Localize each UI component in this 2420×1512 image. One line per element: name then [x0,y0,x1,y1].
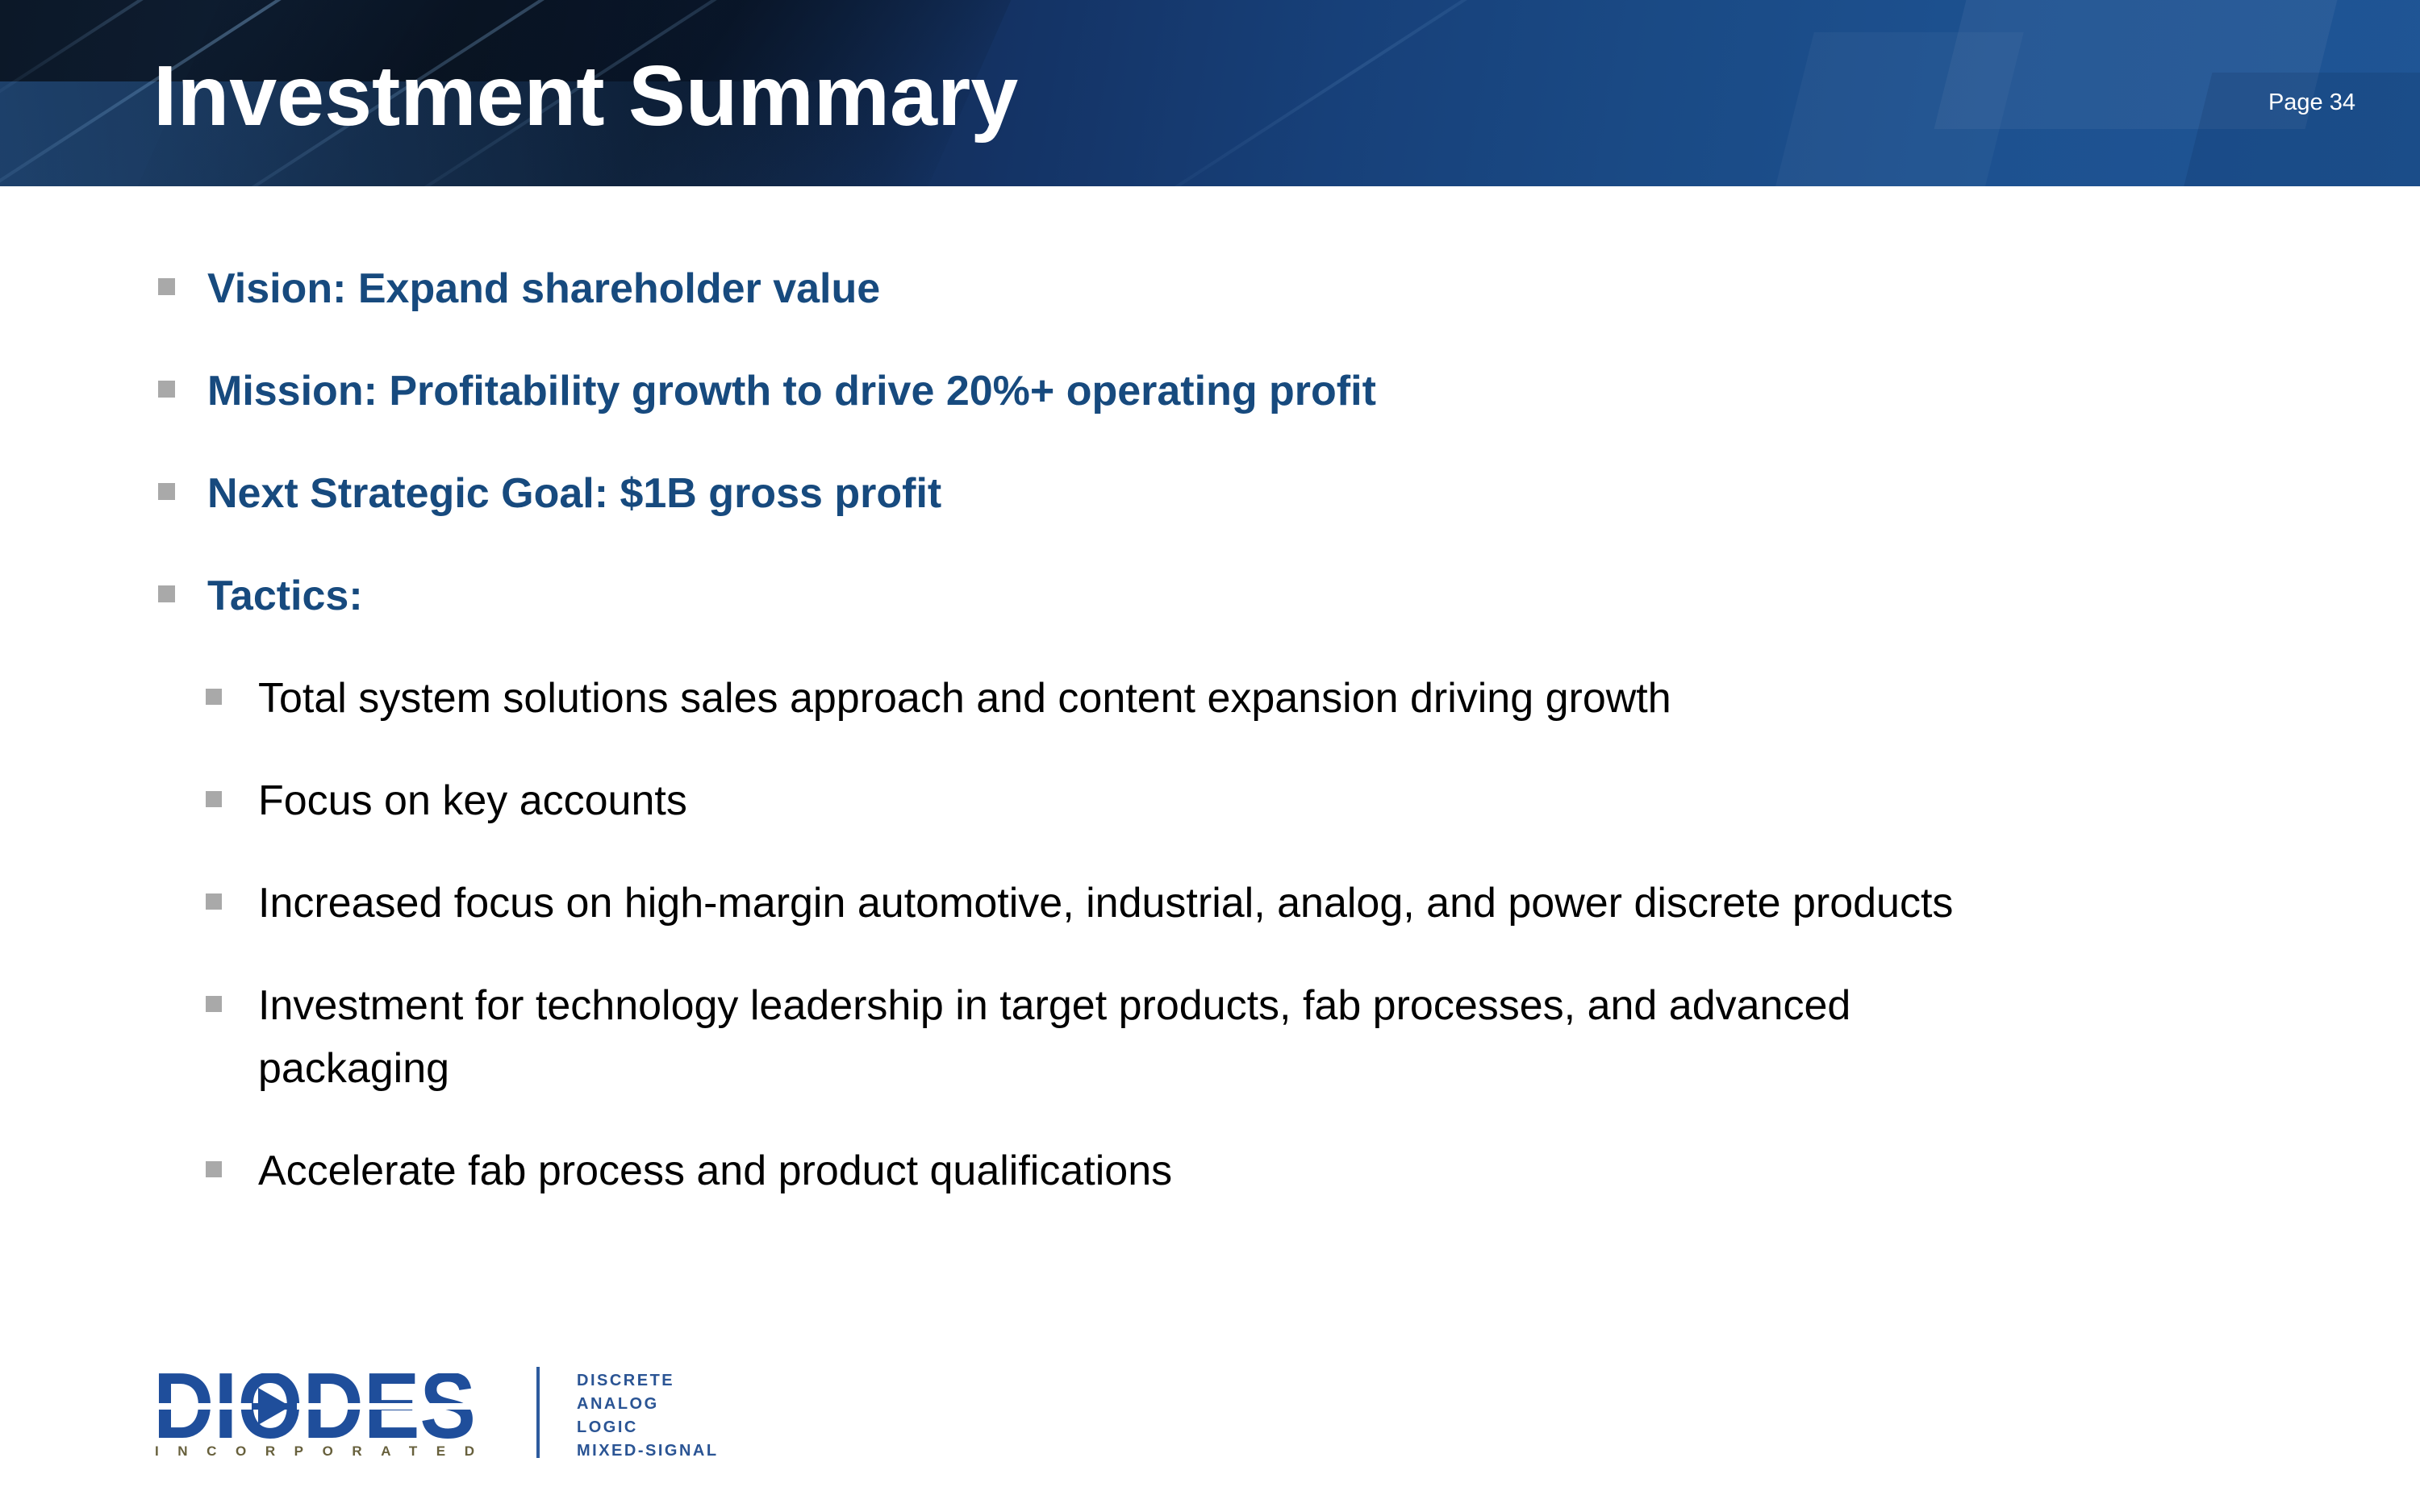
bullet-square-icon [158,585,175,602]
bullet-text: Total system solutions sales approach an… [258,675,1671,722]
slide-body: Vision: Expand shareholder value Mission:… [0,186,1996,1242]
diode-line-cut [153,1403,479,1410]
incorporated-label-svg: INCORPORATED [155,1443,474,1459]
page-number: Page 34 [2268,90,2355,115]
incorporated-label: INCORPORATED [155,1443,474,1459]
bullet-square-icon [206,1161,222,1177]
header-tile-decoration [1767,32,2023,186]
bullet-square-icon [158,381,175,398]
bullet-item: Tactics: [158,564,1996,627]
bullet-square-icon [206,689,222,705]
logo-tagline: DISCRETE ANALOG LOGIC MIXED-SIGNAL [577,1369,719,1463]
sub-bullet-item: Investment for technology leadership in … [206,974,1996,1100]
sub-bullet-item: Total system solutions sales approach an… [206,667,1996,730]
tagline-line: ANALOG [577,1395,659,1413]
bullet-text: Focus on key accounts [258,777,687,824]
bullet-text: Mission: Profitability growth to drive 2… [207,368,1376,414]
bullet-text: Increased focus on high-margin automotiv… [258,880,1954,927]
page-title: Investment Summary [153,48,1019,144]
sub-bullet-item: Focus on key accounts [206,769,1996,832]
bullet-square-icon [206,791,222,807]
sub-bullet-item: Increased focus on high-margin automotiv… [206,872,1996,935]
bullet-text: Investment for technology leadership in … [258,982,1851,1092]
tagline-line: DISCRETE [577,1372,675,1389]
header-glow-decoration [0,81,1178,186]
footer-logo-block: DIODES INCORPORATED DISCRETE ANALOG LOGI… [0,1363,807,1500]
bullet-square-icon [206,893,222,910]
header-streak-decoration [1087,0,1699,186]
diode-arrow-icon [258,1388,290,1425]
bullet-square-icon [158,483,175,500]
bullet-square-icon [158,278,175,295]
bullet-square-icon [206,996,222,1012]
bullet-item: Mission: Profitability growth to drive 2… [158,360,1996,423]
bullet-item: Vision: Expand shareholder value [158,257,1996,320]
tagline-line: MIXED-SIGNAL [577,1442,719,1460]
diodes-logo: DIODES [153,1373,479,1441]
bullet-item: Next Strategic Goal: $1B gross profit [158,462,1996,525]
bullet-text: Vision: Expand shareholder value [207,265,881,312]
bullet-text: Tactics: [207,573,363,619]
bullet-text: Accelerate fab process and product quali… [258,1148,1173,1194]
tagline-line: LOGIC [577,1418,638,1436]
bullet-text: Next Strategic Goal: $1B gross profit [207,470,942,517]
logo-divider [536,1367,540,1458]
bullet-list: Vision: Expand shareholder value Mission:… [0,186,1996,1202]
header-banner: Investment Summary Page 34 [0,0,2420,186]
sub-bullet-item: Accelerate fab process and product quali… [206,1139,1996,1202]
